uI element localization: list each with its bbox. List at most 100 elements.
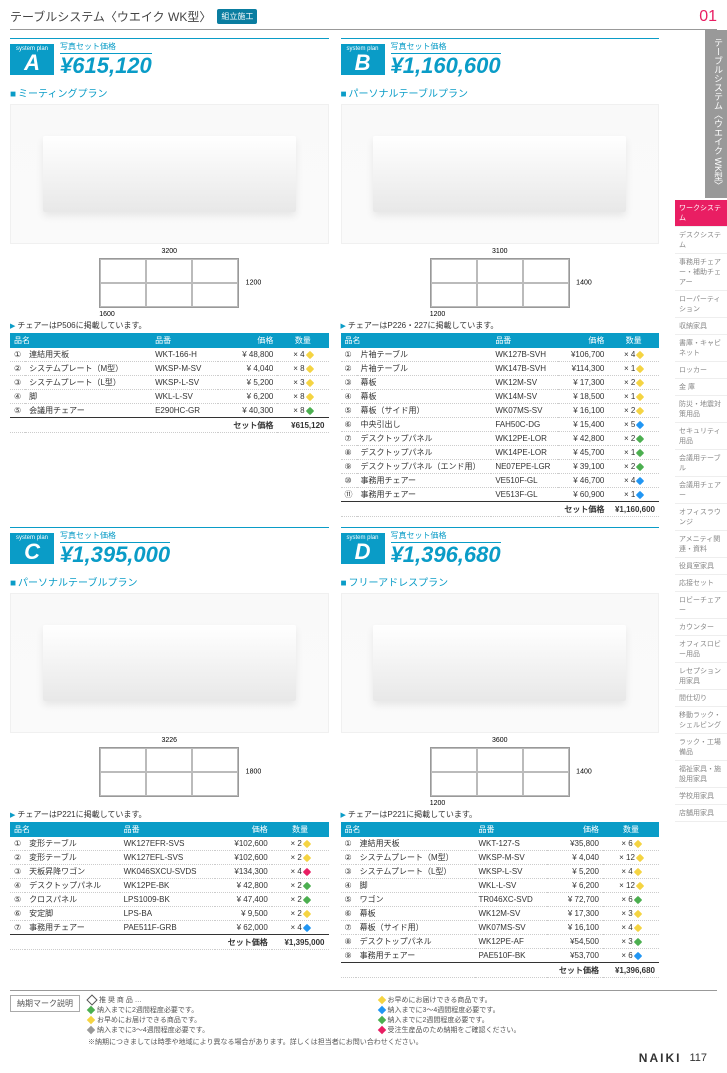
- table-row: ④ 脚 WKL-L-SV ¥ 6,200 × 12: [341, 879, 660, 893]
- table-row: ⑦ 幕板（サイド用） WK07MS-SV ¥ 16,100 × 4: [341, 921, 660, 935]
- side-menu-item: レセプション用家具: [675, 663, 727, 690]
- header-title: テーブルシステム〈ウエイク WK型〉: [10, 8, 211, 25]
- side-menu-item: カウンター: [675, 619, 727, 636]
- table-row: ① 片袖テーブル WK127B-SVH ¥106,700 × 4: [341, 348, 660, 362]
- side-tab: テーブルシステム〈ウエイク WK型〉: [705, 30, 727, 198]
- plan-D: system plan D 写真セット価格 ¥1,396,680 フリーアドレス…: [341, 527, 660, 978]
- legend-item: 納入までに3〜4週間程度必要です。: [379, 1005, 660, 1015]
- side-menu-item: 福祉家具・施設用家具: [675, 761, 727, 788]
- side-menu-item: 役員室家具: [675, 558, 727, 575]
- side-menu-item: 金 庫: [675, 379, 727, 396]
- header-badge: 組立施工: [217, 9, 257, 24]
- side-menu-item: 間仕切り: [675, 690, 727, 707]
- plan-subtitle: フリーアドレスプラン: [341, 574, 660, 589]
- table-row: ② システムプレート（M型） WKSP-M-SV ¥ 4,040 × 8: [10, 362, 329, 376]
- table-row: ④ 脚 WKL-L-SV ¥ 6,200 × 8: [10, 390, 329, 404]
- side-menu-item: 学校用家具: [675, 788, 727, 805]
- side-menu-item: ローパーティション: [675, 291, 727, 318]
- footer-badge: 納期マーク説明: [10, 995, 80, 1012]
- table-row: ⑨ デスクトップパネル（エンド用） NE07EPE-LGR ¥ 39,100 ×…: [341, 460, 660, 474]
- side-category-menu: ワークシステムデスクシステム事務用チェアー・補助チェアーローパーティション収納家…: [675, 200, 727, 822]
- total-row: セット価格 ¥615,120: [10, 418, 329, 433]
- plan-product-image: [10, 104, 329, 244]
- table-row: ③ システムプレート（L型） WKSP-L-SV ¥ 5,200 × 4: [341, 865, 660, 879]
- table-row: ④ デスクトップパネル WK12PE-BK ¥ 42,800 × 2: [10, 879, 329, 893]
- table-row: ⑩ 事務用チェアー VE510F-GL ¥ 46,700 × 4: [341, 474, 660, 488]
- table-row: ③ 幕板 WK12M-SV ¥ 17,300 × 2: [341, 376, 660, 390]
- table-row: ⑤ 会議用チェアー E290HC-GR ¥ 40,300 × 8: [10, 404, 329, 418]
- footer-disclaimer: ※納期につきましては時季や地域により異なる場合があります。詳しくは担当者にお問い…: [88, 1037, 659, 1047]
- plan-diagram: 3600 1400 1200: [341, 737, 660, 807]
- plan-product-image: [10, 593, 329, 733]
- total-row: セット価格 ¥1,396,680: [341, 963, 660, 978]
- table-row: ② 片袖テーブル WK147B-SVH ¥114,300 × 1: [341, 362, 660, 376]
- table-row: ③ 天板昇降ワゴン WK046SXCU-SVDS ¥134,300 × 4: [10, 865, 329, 879]
- table-row: ⑦ 事務用チェアー PAE511F-GRB ¥ 62,000 × 4: [10, 921, 329, 935]
- plan-price: ¥1,396,680: [391, 544, 501, 566]
- side-menu-item: 応接セット: [675, 575, 727, 592]
- legend-item: お早めにお届けできる商品です。: [88, 1015, 369, 1025]
- side-menu-item: ロビーチェアー: [675, 592, 727, 619]
- legend-item: 推 奨 商 品 …: [88, 995, 369, 1005]
- side-menu-item: 店舗用家具: [675, 805, 727, 822]
- brand-logo: NAIKI: [639, 1051, 682, 1065]
- legend-item: 納入までに2週間程度必要です。: [88, 1005, 369, 1015]
- table-row: ① 連結用天板 WKT-166-H ¥ 48,800 × 4: [10, 348, 329, 362]
- table-row: ④ 幕板 WK14M-SV ¥ 18,500 × 1: [341, 390, 660, 404]
- footer-legend: 納期マーク説明 推 奨 商 品 … お早めにお届けできる商品です。納入までに2週間…: [10, 990, 717, 1047]
- table-row: ② システムプレート（M型） WKSP-M-SV ¥ 4,040 × 12: [341, 851, 660, 865]
- table-row: ③ システムプレート（L型） WKSP-L-SV ¥ 5,200 × 3: [10, 376, 329, 390]
- table-row: ⑪ 事務用チェアー VE513F-GL ¥ 60,900 × 1: [341, 488, 660, 502]
- total-row: セット価格 ¥1,395,000: [10, 935, 329, 950]
- plan-badge: system plan D: [341, 533, 385, 564]
- side-menu-item: 会議用チェアー: [675, 477, 727, 504]
- side-menu-item: 書庫・キャビネット: [675, 335, 727, 362]
- chair-reference-note: チェアーはP221に掲載しています。: [341, 809, 660, 820]
- table-row: ⑥ 幕板 WK12M-SV ¥ 17,300 × 3: [341, 907, 660, 921]
- page-header: テーブルシステム〈ウエイク WK型〉 組立施工: [10, 8, 717, 30]
- side-menu-item: 防災・地震対策用品: [675, 396, 727, 423]
- table-row: ⑥ 安定脚 LPS-BA ¥ 9,500 × 2: [10, 907, 329, 921]
- plan-product-image: [341, 104, 660, 244]
- plan-diagram: 3226 1800: [10, 737, 329, 807]
- plan-price: ¥1,160,600: [391, 55, 501, 77]
- table-row: ⑧ デスクトップパネル WK14PE-LOR ¥ 45,700 × 1: [341, 446, 660, 460]
- table-row: ⑥ 中央引出し FAH50C-DG ¥ 15,400 × 5: [341, 418, 660, 432]
- table-row: ⑦ デスクトップパネル WK12PE-LOR ¥ 42,800 × 2: [341, 432, 660, 446]
- side-menu-item: デスクシステム: [675, 227, 727, 254]
- table-row: ⑧ デスクトップパネル WK12PE-AF ¥54,500 × 3: [341, 935, 660, 949]
- side-menu-item: ワークシステム: [675, 200, 727, 227]
- chair-reference-note: チェアーはP221に掲載しています。: [10, 809, 329, 820]
- plan-price: ¥1,395,000: [60, 544, 170, 566]
- side-menu-item: 収納家具: [675, 318, 727, 335]
- legend-item: 受注生産品のため納期をご確認ください。: [379, 1025, 660, 1035]
- table-row: ⑤ 幕板（サイド用） WK07MS-SV ¥ 16,100 × 2: [341, 404, 660, 418]
- plan-diagram: 3100 1400 1200: [341, 248, 660, 318]
- plan-product-image: [341, 593, 660, 733]
- side-menu-item: セキュリティ用品: [675, 423, 727, 450]
- table-row: ⑨ 事務用チェアー PAE510F-BK ¥53,700 × 6: [341, 949, 660, 963]
- page-number: 117: [689, 1052, 707, 1064]
- plan-subtitle: パーソナルテーブルプラン: [341, 85, 660, 100]
- side-menu-item: 移動ラック・シェルビング: [675, 707, 727, 734]
- table-row: ① 連結用天板 WKT-127-S ¥35,800 × 6: [341, 837, 660, 851]
- total-row: セット価格 ¥1,160,600: [341, 502, 660, 517]
- side-menu-item: オフィスラウンジ: [675, 504, 727, 531]
- side-menu-item: 会議用テーブル: [675, 450, 727, 477]
- plan-subtitle: ミーティングプラン: [10, 85, 329, 100]
- section-number: 01: [699, 8, 717, 26]
- plan-subtitle: パーソナルテーブルプラン: [10, 574, 329, 589]
- parts-table: 品名 品番 価格 数量 ① 変形テーブル WK127EFR-SVS ¥102,6…: [10, 822, 329, 950]
- plan-diagram: 3200 1200 1600: [10, 248, 329, 318]
- parts-table: 品名 品番 価格 数量 ① 片袖テーブル WK127B-SVH ¥106,700…: [341, 333, 660, 517]
- plan-C: system plan C 写真セット価格 ¥1,395,000 パーソナルテー…: [10, 527, 329, 978]
- chair-reference-note: チェアーはP226・227に掲載しています。: [341, 320, 660, 331]
- plan-B: system plan B 写真セット価格 ¥1,160,600 パーソナルテー…: [341, 38, 660, 517]
- plan-badge: system plan C: [10, 533, 54, 564]
- legend-item: お早めにお届けできる商品です。: [379, 995, 660, 1005]
- plan-badge: system plan A: [10, 44, 54, 75]
- side-menu-item: オフィスロビー用品: [675, 636, 727, 663]
- side-menu-item: ロッカー: [675, 362, 727, 379]
- table-row: ① 変形テーブル WK127EFR-SVS ¥102,600 × 2: [10, 837, 329, 851]
- plan-A: system plan A 写真セット価格 ¥615,120 ミーティングプラン…: [10, 38, 329, 517]
